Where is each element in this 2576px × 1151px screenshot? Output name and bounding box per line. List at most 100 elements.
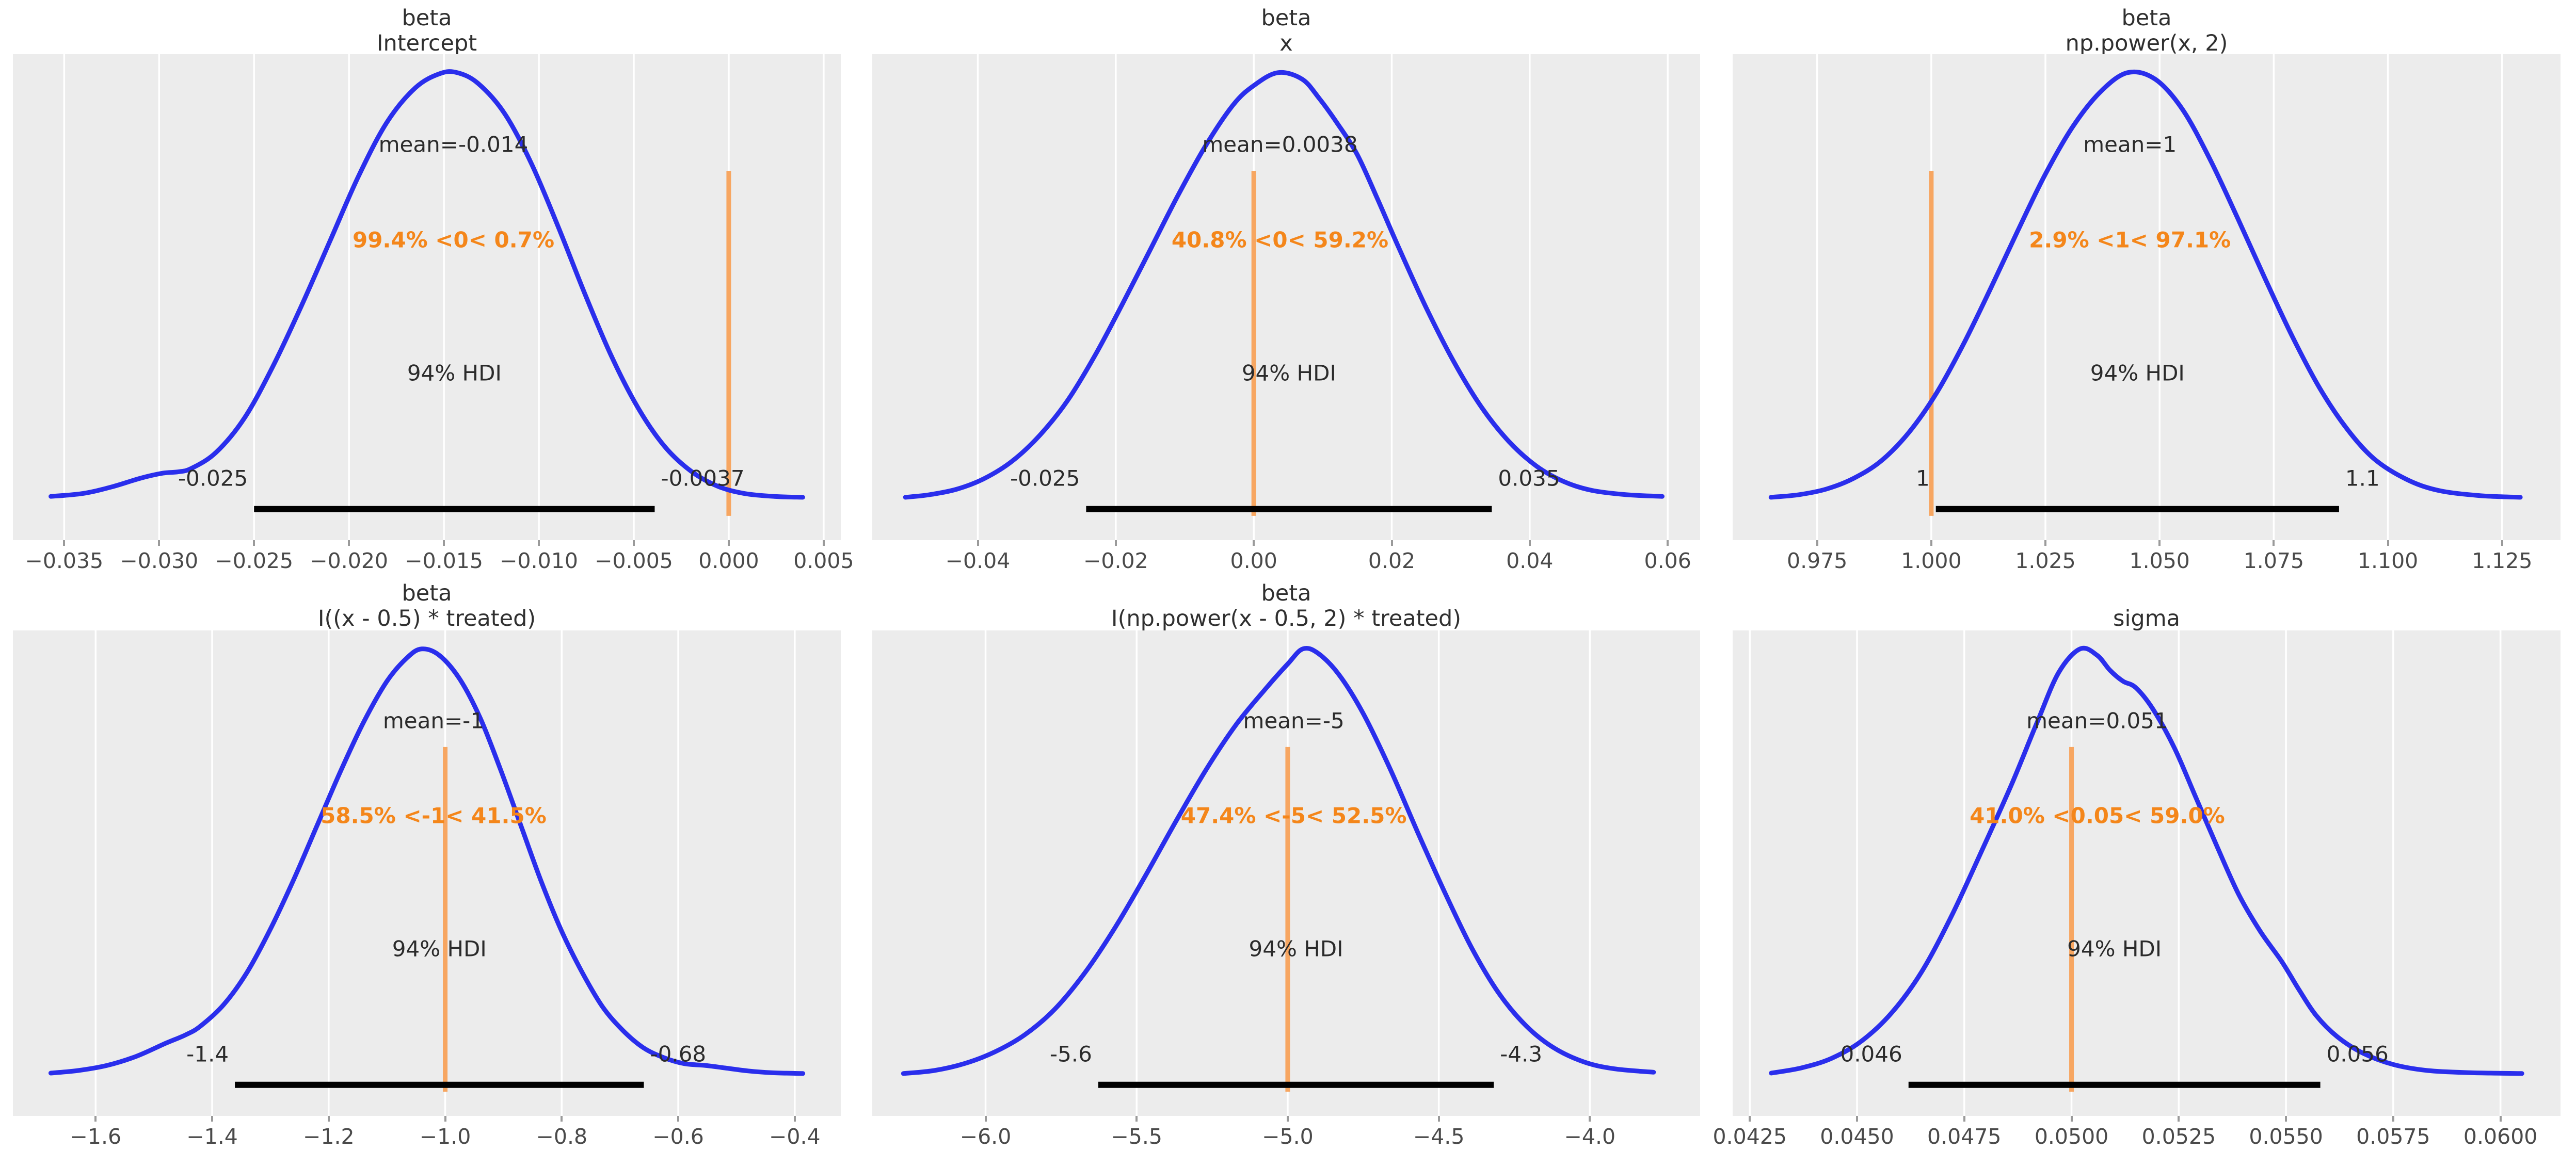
x-tick-label: 1.125 (2472, 548, 2533, 573)
x-tick-label: −0.035 (25, 548, 104, 573)
x-tick-mark (348, 540, 350, 546)
hdi-upper-label: -0.68 (650, 1041, 707, 1067)
hdi-title-annotation: 94% HDI (1249, 936, 1343, 962)
x-tick-label: −1.2 (303, 1124, 355, 1149)
hdi-lower-label: 0.046 (1840, 1041, 1902, 1067)
x-tick-label: 0.02 (1368, 548, 1416, 573)
ref-val-probability-annotation: 2.9% <1< 97.1% (2029, 227, 2231, 253)
x-tick-label: −0.025 (215, 548, 294, 573)
hdi-upper-label: -0.0037 (661, 465, 745, 491)
subplot-beta-np-power-x-2-: beta np.power(x, 2) 0.975 1.000 1.025 1.050 1.… (1733, 0, 2561, 575)
subplot-title: beta I(np.power(x - 0.5, 2) * treated) (872, 581, 1700, 631)
subplot-title: beta np.power(x, 2) (1733, 6, 2561, 56)
x-tick-label: 0.0500 (2034, 1124, 2109, 1149)
x-tick-label: 0.06 (1644, 548, 1691, 573)
x-tick-mark (2273, 540, 2275, 546)
x-tick-label: −0.04 (945, 548, 1011, 573)
subplot-title-line: I((x - 0.5) * treated) (317, 606, 536, 631)
subplot-title: beta Intercept (13, 6, 841, 56)
x-tick-label: 0.0425 (1713, 1124, 1787, 1149)
subplot-title-line: beta (1261, 5, 1311, 31)
x-tick-label: 1.100 (2357, 548, 2419, 573)
hdi-lower-label: -1.4 (186, 1041, 229, 1067)
subplot-title-line: beta (1261, 580, 1311, 606)
subplot-beta-intercept: beta Intercept −0.035 −0.030 −0.025 −0.020 −0.… (13, 0, 854, 575)
x-tick-mark (1963, 1116, 1965, 1122)
subplot-beta-i-np-power-x-0-5-2-treated-: beta I(np.power(x - 0.5, 2) * treated) −6.… (872, 575, 1700, 1150)
x-tick-mark (633, 540, 635, 546)
kde-plot-canvas (49, 54, 825, 540)
subplot-title-line: x (1279, 30, 1293, 56)
kde-plot-canvas (48, 630, 806, 1116)
subplot-beta-i-x-0-5-treated-: beta I((x - 0.5) * treated) −1.6 −1.4 −1.2 −1… (13, 575, 841, 1150)
kde-plot-canvas (1768, 54, 2523, 540)
subplot-title-line: np.power(x, 2) (2065, 30, 2228, 56)
x-tick-mark (63, 540, 66, 546)
mean-annotation: mean=-1 (382, 708, 485, 734)
x-tick-mark (561, 1116, 563, 1122)
x-tick-label: −0.4 (769, 1124, 821, 1149)
x-tick-mark (1589, 1116, 1591, 1122)
subplot-title: beta I((x - 0.5) * treated) (13, 581, 841, 631)
subplot-beta-x: beta x −0.04 −0.02 0.00 0.02 0.04 0.06 mean=0.00… (872, 0, 1700, 575)
subplot-title-line: beta (402, 5, 452, 31)
ref-val-probability-annotation: 40.8% <0< 59.2% (1171, 227, 1389, 253)
x-tick-label: −0.020 (310, 548, 389, 573)
x-tick-mark (793, 1116, 796, 1122)
x-tick-mark (2044, 540, 2047, 546)
mean-annotation: mean=-0.014 (378, 132, 529, 157)
x-tick-label: −1.4 (186, 1124, 238, 1149)
kde-plot-canvas (901, 630, 1656, 1116)
ref-val-probability-annotation: 99.4% <0< 0.7% (352, 227, 555, 253)
hdi-title-annotation: 94% HDI (2067, 936, 2162, 962)
hdi-title-annotation: 94% HDI (1241, 360, 1336, 386)
hdi-lower-label: -5.6 (1049, 1041, 1092, 1067)
kde-curve (49, 69, 805, 500)
subplot-title: beta x (872, 6, 1700, 56)
hdi-lower-label: 1 (1915, 465, 1930, 491)
subplot-title-line: I(np.power(x - 0.5, 2) * treated) (1111, 606, 1462, 631)
kde-curve (901, 645, 1656, 1076)
subplot-sigma: sigma 0.0425 0.0450 0.0475 0.0500 0.0525 0.055… (1713, 575, 2561, 1150)
mean-annotation: mean=1 (2083, 132, 2177, 157)
x-tick-mark (2392, 1116, 2394, 1122)
x-tick-mark (1114, 540, 1117, 546)
x-tick-label: 0.005 (793, 548, 854, 573)
kde-plot-canvas (1749, 630, 2524, 1116)
hdi-upper-label: -4.3 (1500, 1041, 1543, 1067)
axes-panel: −6.0 −5.5 −5.0 −4.5 −4.0 mean=-5 47.4% <-5< 52… (872, 630, 1700, 1149)
x-tick-mark (2387, 540, 2389, 546)
x-tick-label: 0.975 (1786, 548, 1848, 573)
axes-panel: −1.6 −1.4 −1.2 −1.0 −0.8 −0.6 −0.4 mean=-1 58.5%… (13, 630, 841, 1149)
x-tick-label: 0.000 (698, 548, 759, 573)
x-tick-label: 0.0450 (1820, 1124, 1894, 1149)
x-tick-mark (1856, 1116, 1858, 1122)
x-tick-mark (1135, 1116, 1138, 1122)
x-tick-label: −0.005 (595, 548, 673, 573)
x-tick-label: 1.075 (2243, 548, 2305, 573)
x-tick-label: −5.5 (1111, 1124, 1162, 1149)
x-tick-mark (677, 1116, 680, 1122)
x-tick-label: −1.6 (70, 1124, 122, 1149)
hdi-title-annotation: 94% HDI (407, 360, 502, 386)
ref-val-probability-annotation: 58.5% <-1< 41.5% (321, 803, 547, 829)
x-tick-label: 0.00 (1230, 548, 1277, 573)
x-tick-label: 0.0525 (2141, 1124, 2216, 1149)
x-tick-label: 0.0600 (2463, 1124, 2538, 1149)
x-tick-mark (2285, 1116, 2287, 1122)
x-tick-label: −0.6 (652, 1124, 704, 1149)
x-tick-mark (1286, 1116, 1289, 1122)
x-tick-mark (2178, 1116, 2180, 1122)
hdi-title-annotation: 94% HDI (392, 936, 487, 962)
hdi-upper-label: 0.035 (1498, 465, 1560, 491)
axes-panel: −0.035 −0.030 −0.025 −0.020 −0.015 −0.010 −0.0… (13, 54, 854, 573)
subplot-title-line: sigma (2113, 606, 2180, 631)
ref-val-probability-annotation: 41.0% <0.05< 59.0% (1970, 803, 2225, 829)
x-tick-mark (984, 1116, 987, 1122)
x-tick-label: 0.04 (1506, 548, 1554, 573)
x-tick-mark (2501, 540, 2503, 546)
subplot-title-line: beta (402, 580, 452, 606)
x-tick-label: 0.0550 (2249, 1124, 2323, 1149)
x-tick-mark (1749, 1116, 1751, 1122)
